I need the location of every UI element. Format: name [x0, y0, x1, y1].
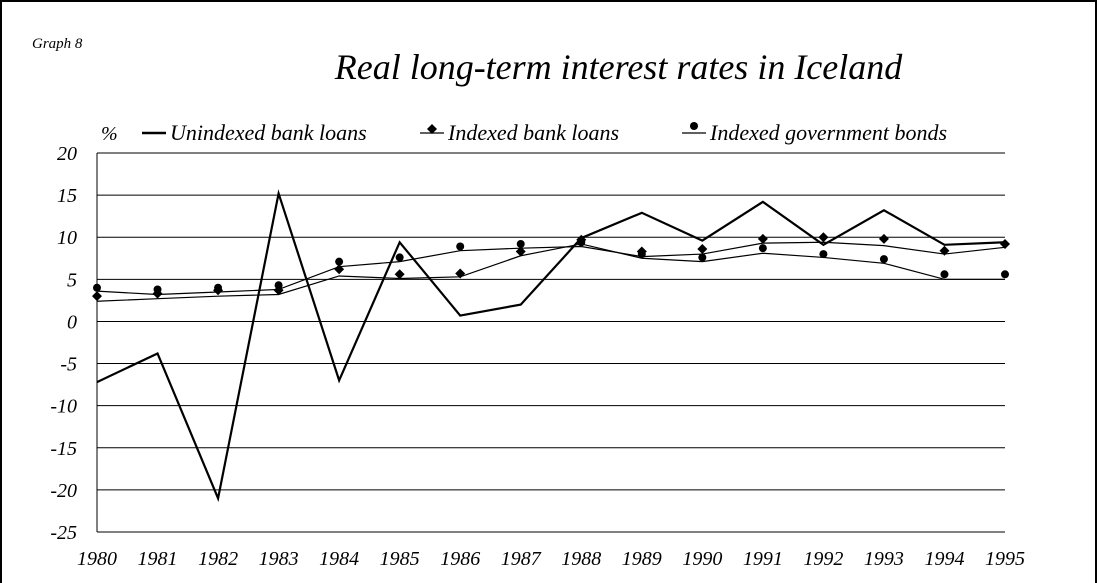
- x-tick-label: 1992: [803, 548, 843, 570]
- y-tick-label: 10: [57, 227, 77, 249]
- circle-point: [214, 283, 223, 292]
- graph-label: Graph 8: [32, 36, 83, 52]
- legend: % Unindexed bank loans Indexed bank loans I…: [101, 120, 947, 145]
- y-tick-label: 0: [67, 311, 77, 333]
- diamond-point: [878, 233, 889, 244]
- diamond-point: [394, 269, 405, 280]
- unit-label: %: [101, 123, 118, 145]
- markers: [92, 232, 1010, 302]
- circle-point: [698, 253, 707, 262]
- series-line: [96, 241, 1006, 296]
- diamond-point: [757, 233, 768, 244]
- circle-point: [1001, 270, 1009, 279]
- diamond-point: [818, 232, 829, 243]
- x-tick-label: 1994: [924, 548, 964, 570]
- x-tick-label: 1993: [864, 548, 904, 570]
- circle-point: [456, 242, 465, 251]
- diamond-point: [515, 246, 526, 257]
- x-tick-label: 1995: [985, 548, 1025, 570]
- y-tick-label: 5: [67, 269, 77, 291]
- diamond-point: [92, 291, 102, 302]
- x-tick-label: 1991: [743, 548, 783, 570]
- series-lines: [96, 189, 1006, 503]
- x-tick-label: 1986: [440, 548, 480, 570]
- x-tick-label: 1985: [380, 548, 420, 570]
- circle-point: [940, 270, 949, 279]
- circle-point: [577, 238, 586, 247]
- circle-point: [758, 244, 767, 253]
- circle-point: [335, 257, 344, 266]
- diamond-point: [455, 268, 466, 279]
- x-tick-label: 1981: [138, 548, 178, 570]
- circle-point: [93, 283, 101, 292]
- circle-point: [274, 281, 283, 290]
- diamond-point: [939, 245, 950, 256]
- legend-label: Indexed bank loans: [447, 120, 619, 145]
- gridlines: [97, 152, 1005, 533]
- diamond-point: [334, 264, 345, 275]
- x-tick-label: 1988: [561, 548, 601, 570]
- series-line: [96, 189, 1006, 503]
- legend-circle-marker: [690, 122, 698, 130]
- series-line: [96, 243, 1005, 302]
- circle-point: [879, 255, 888, 264]
- y-tick-label: -15: [50, 438, 77, 460]
- y-tick-label: -10: [50, 396, 77, 418]
- legend-label: Indexed government bonds: [709, 120, 947, 145]
- x-tick-label: 1983: [259, 548, 299, 570]
- x-tick-label: 1982: [198, 548, 238, 570]
- legend-label: Unindexed bank loans: [170, 120, 367, 145]
- y-tick-label: -5: [60, 354, 77, 376]
- y-tick-label: -25: [50, 522, 77, 544]
- x-tick-label: 1987: [501, 548, 542, 570]
- diamond-point: [697, 244, 708, 255]
- x-tick-label: 1980: [77, 548, 117, 570]
- legend-diamond-marker: [427, 124, 437, 134]
- x-tick-label: 1984: [319, 548, 359, 570]
- circle-point: [637, 250, 646, 259]
- circle-point: [153, 285, 162, 294]
- y-tick-label: -20: [50, 480, 77, 502]
- circle-point: [516, 239, 525, 248]
- x-tick-label: 1989: [622, 548, 662, 570]
- diamond-point: [1000, 238, 1010, 249]
- y-tick-label: 20: [57, 143, 77, 165]
- x-tick-label: 1990: [682, 548, 722, 570]
- circle-point: [395, 253, 404, 262]
- y-tick-label: 15: [57, 185, 77, 207]
- circle-point: [819, 250, 828, 259]
- chart-title: Real long-term interest rates in Iceland: [334, 47, 903, 87]
